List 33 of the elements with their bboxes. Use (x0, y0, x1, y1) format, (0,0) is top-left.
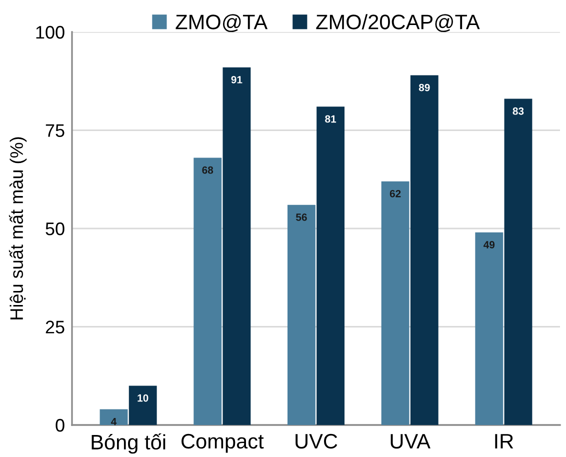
x-tick-label: Bóng tối (92, 433, 166, 454)
data-label: 68 (202, 166, 214, 174)
data-label: 89 (418, 84, 430, 92)
x-tick-label: IR (495, 434, 514, 448)
legend-label: ZMO@TA (176, 14, 268, 32)
x-tick-label: UVA (390, 434, 430, 449)
y-tick-label: 0 (56, 418, 64, 432)
bar (410, 75, 438, 425)
data-label: 10 (138, 394, 148, 402)
x-tick-label: UVC (296, 434, 338, 449)
data-label: 62 (390, 190, 401, 198)
bar (381, 181, 410, 425)
y-tick-label: 25 (46, 320, 64, 334)
data-label: 49 (484, 241, 495, 248)
y-axis-title: Hiệu suất mất màu (%) (8, 137, 27, 320)
y-tick-label: 100 (36, 26, 64, 39)
y-tick-label: 50 (46, 222, 64, 236)
bar (194, 158, 222, 425)
data-label: 91 (231, 76, 242, 84)
bar (316, 106, 345, 425)
x-tick-label: Compact (182, 434, 264, 453)
bar (287, 204, 316, 425)
bar (475, 232, 504, 425)
bar (222, 67, 251, 425)
legend-label: ZMO/20CAP@TA (316, 14, 480, 32)
y-tick-label: 75 (46, 124, 64, 137)
data-label: 4 (111, 418, 117, 426)
bar (128, 386, 157, 425)
data-label: 83 (512, 107, 524, 115)
bar (504, 98, 532, 425)
data-label: 56 (296, 214, 307, 221)
data-label: 81 (325, 115, 336, 123)
bar (100, 409, 128, 425)
